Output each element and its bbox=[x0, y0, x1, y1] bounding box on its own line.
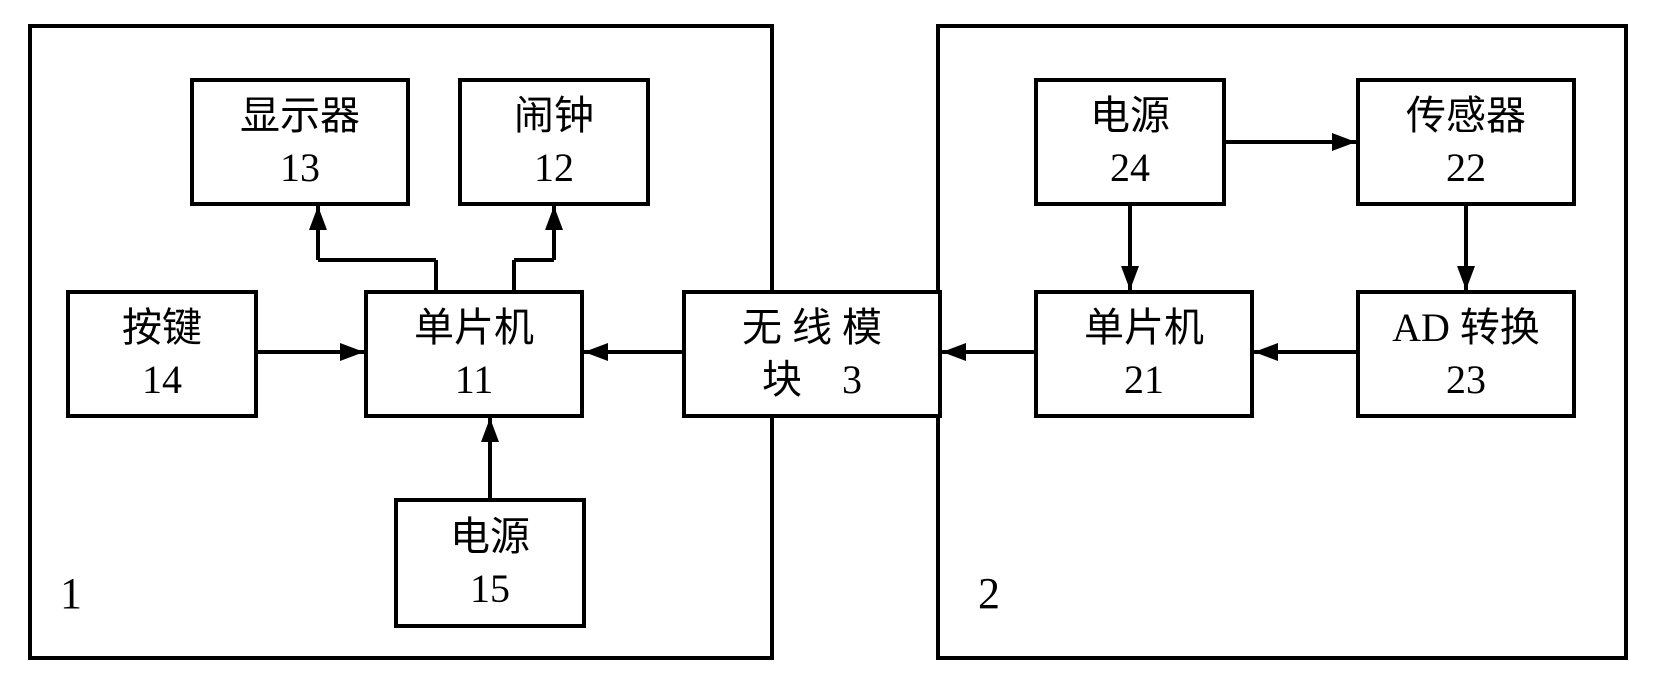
node-label: 无 线 模 bbox=[742, 302, 882, 354]
container-label-group1: 1 bbox=[60, 568, 82, 619]
node-n21: 单片机21 bbox=[1034, 290, 1254, 418]
node-number: 12 bbox=[534, 142, 574, 194]
node-n22: 传感器22 bbox=[1356, 78, 1576, 206]
node-label: 显示器 bbox=[240, 90, 360, 142]
node-number: 21 bbox=[1124, 354, 1164, 406]
node-label: 单片机 bbox=[1084, 302, 1204, 354]
node-number: 24 bbox=[1110, 142, 1150, 194]
node-n14: 按键14 bbox=[66, 290, 258, 418]
node-n13: 显示器13 bbox=[190, 78, 410, 206]
node-n12: 闹钟12 bbox=[458, 78, 650, 206]
node-number: 13 bbox=[280, 142, 320, 194]
node-label: 电源 bbox=[1090, 90, 1170, 142]
node-n15: 电源15 bbox=[394, 498, 586, 628]
node-n3: 无 线 模块 3 bbox=[682, 290, 942, 418]
node-n11: 单片机11 bbox=[364, 290, 584, 418]
node-label: AD 转换 bbox=[1392, 302, 1540, 354]
node-number: 11 bbox=[455, 354, 494, 406]
node-number: 23 bbox=[1446, 354, 1486, 406]
node-number: 22 bbox=[1446, 142, 1486, 194]
node-label-line2: 块 3 bbox=[762, 354, 862, 406]
node-label: 闹钟 bbox=[514, 90, 594, 142]
node-label: 电源 bbox=[450, 511, 530, 563]
node-n24: 电源24 bbox=[1034, 78, 1226, 206]
node-label: 按键 bbox=[122, 302, 202, 354]
node-label: 传感器 bbox=[1406, 90, 1526, 142]
node-number: 15 bbox=[470, 563, 510, 615]
node-label: 单片机 bbox=[414, 302, 534, 354]
diagram-canvas: 12显示器13闹钟12按键14单片机11电源15无 线 模块 3电源24传感器2… bbox=[0, 0, 1656, 688]
node-number: 14 bbox=[142, 354, 182, 406]
node-n23: AD 转换23 bbox=[1356, 290, 1576, 418]
container-label-group2: 2 bbox=[978, 568, 1000, 619]
